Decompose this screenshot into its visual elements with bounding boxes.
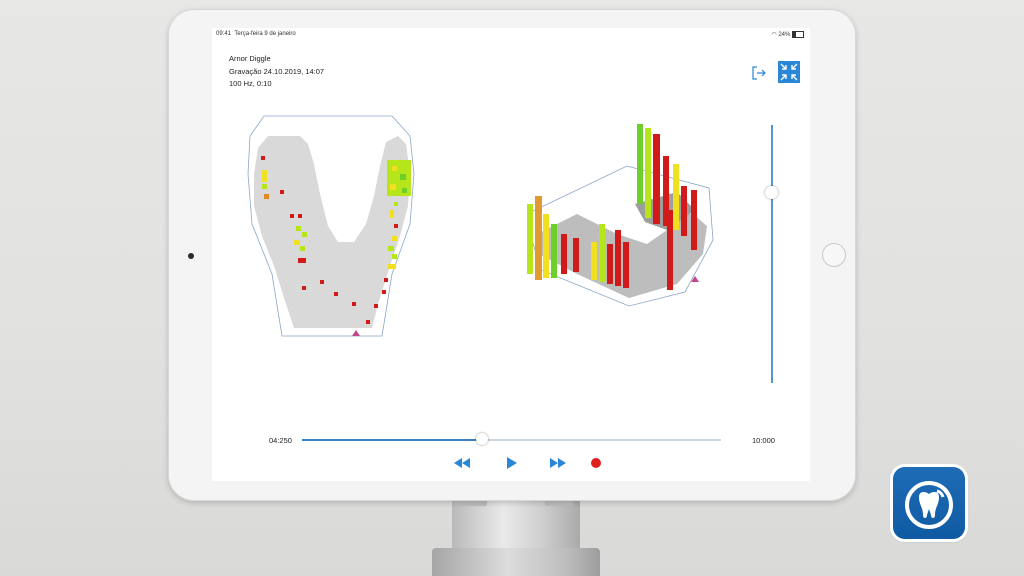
exit-button[interactable] [751, 65, 767, 81]
pressure-cluster [387, 160, 411, 196]
home-button[interactable] [822, 243, 846, 267]
arch-3d [537, 214, 707, 298]
play-button[interactable] [504, 455, 524, 471]
collapse-button[interactable] [778, 61, 800, 83]
record-button[interactable] [590, 455, 610, 471]
rewind-icon [454, 458, 470, 468]
fast-forward-icon [550, 458, 566, 468]
app-screen: 09:41 Terça-feira 9 de janeiro ◠ 24% Arn… [212, 28, 810, 481]
recording-info: Arnor Diggle Gravação 24.10.2019, 14:07 … [229, 53, 324, 91]
battery-percent: 24% [778, 32, 791, 39]
bar-group-right [637, 124, 697, 290]
current-time: 04:250 [269, 436, 292, 445]
tooth-signal-icon [905, 481, 953, 529]
status-indicators: ◠ 24% [771, 31, 804, 38]
rewind-button[interactable] [452, 455, 472, 471]
bar-group-left [527, 196, 579, 280]
recording-date: Gravação 24.10.2019, 14:07 [229, 66, 325, 76]
front-camera [188, 253, 194, 259]
height-slider-knob[interactable] [765, 186, 778, 200]
bar-group-center [591, 224, 629, 288]
pressure-cell [261, 156, 265, 160]
timeline-track[interactable] [302, 439, 721, 441]
total-time: 10:000 [752, 436, 775, 445]
timeline-knob[interactable] [476, 433, 489, 445]
height-slider-track[interactable] [771, 125, 773, 383]
fast-forward-button[interactable] [548, 455, 568, 471]
wifi-icon: ◠ [771, 32, 777, 39]
timeline-progress [302, 439, 483, 441]
pressure-map-2d [247, 115, 415, 337]
stand-base [432, 548, 600, 576]
exit-icon [752, 66, 766, 80]
pressure-bar [527, 204, 533, 274]
collapse-icon [780, 63, 798, 81]
battery-icon [792, 31, 804, 38]
brand-logo [893, 467, 965, 539]
front-marker [352, 330, 360, 336]
status-time: 09:41 Terça-feira 9 de janeiro [216, 31, 296, 37]
dental-arch [254, 136, 410, 328]
record-icon [591, 458, 601, 468]
map2d-outline [247, 115, 415, 337]
patient-name: Arnor Diggle [229, 54, 271, 63]
sampling-info: 100 Hz, 0:10 [229, 79, 272, 88]
play-icon [507, 457, 517, 469]
status-bar: 09:41 Terça-feira 9 de janeiro ◠ 24% [212, 28, 810, 40]
pressure-map-3d [527, 124, 714, 307]
